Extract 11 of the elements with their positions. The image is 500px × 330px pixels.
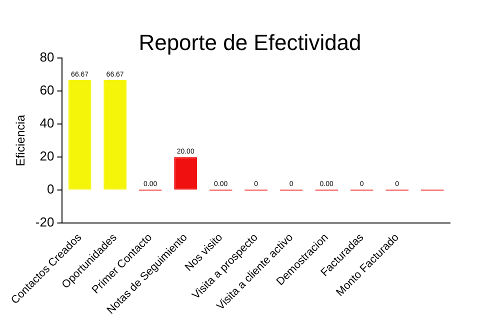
bar: [68, 80, 92, 190]
y-tick-label: 60: [40, 82, 54, 98]
y-tick-label: 20: [40, 148, 54, 164]
y-axis-title: Eficiencia: [14, 114, 28, 166]
bar: [174, 157, 198, 190]
y-tick-label: 0: [46, 182, 54, 197]
y-tick-label: 40: [40, 116, 54, 131]
y-tick-label: 80: [40, 50, 54, 65]
chart-title: Reporte de Efectividad: [138, 30, 362, 55]
y-tick-label: -20: [35, 214, 54, 230]
bar: [104, 80, 127, 190]
